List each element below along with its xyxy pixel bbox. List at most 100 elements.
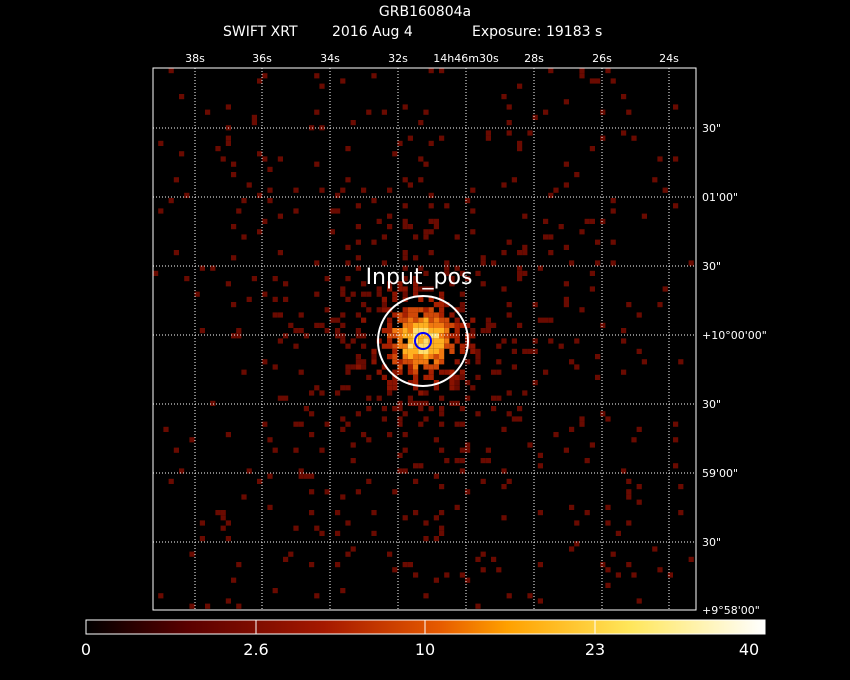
photon-pixel: [444, 338, 450, 344]
photon-pixel: [428, 348, 434, 354]
ra-tick-label: 26s: [592, 52, 612, 65]
photon-pixel: [433, 437, 439, 443]
photon-pixel: [329, 208, 335, 214]
photon-pixel: [205, 109, 211, 115]
photon-pixel: [491, 260, 497, 266]
dec-tick-label: 01'00": [702, 191, 738, 204]
photon-pixel: [397, 343, 403, 349]
photon-pixel: [423, 354, 429, 360]
photon-pixel: [439, 354, 445, 360]
photon-pixel: [371, 510, 377, 516]
colorbar-tick-label: 10: [415, 640, 435, 659]
photon-pixel: [548, 192, 554, 198]
photon-pixel: [454, 307, 460, 313]
photon-pixel: [397, 359, 403, 365]
photon-pixel: [293, 208, 299, 214]
photon-pixel: [662, 187, 668, 193]
photon-pixel: [563, 281, 569, 287]
photon-pixel: [413, 463, 419, 469]
photon-pixel: [449, 343, 455, 349]
photon-pixel: [309, 125, 315, 131]
photon-pixel: [267, 187, 273, 193]
photon-pixel: [423, 317, 429, 323]
photon-pixel: [199, 265, 205, 271]
photon-pixel: [324, 328, 330, 334]
photon-pixel: [283, 333, 289, 339]
photon-pixel: [428, 68, 434, 74]
photon-pixel: [439, 291, 445, 297]
photon-pixel: [381, 234, 387, 240]
photon-pixel: [459, 374, 465, 380]
photon-pixel: [428, 140, 434, 146]
photon-pixel: [423, 109, 429, 115]
photon-pixel: [465, 447, 471, 453]
photon-pixel: [428, 286, 434, 292]
photon-pixel: [173, 250, 179, 256]
photon-pixel: [418, 421, 424, 427]
photon-pixel: [340, 286, 346, 292]
photon-pixel: [371, 239, 377, 245]
photon-pixel: [397, 452, 403, 458]
photon-pixel: [444, 343, 450, 349]
photon-pixel: [220, 515, 226, 521]
photon-pixel: [199, 328, 205, 334]
photon-pixel: [418, 286, 424, 292]
colorbar-tick-label: 0: [81, 640, 91, 659]
photon-pixel: [241, 198, 247, 204]
photon-pixel: [574, 172, 580, 178]
photon-pixel: [423, 234, 429, 240]
photon-pixel: [366, 374, 372, 380]
photon-pixel: [355, 364, 361, 370]
photon-pixel: [376, 218, 382, 224]
photon-pixel: [220, 525, 226, 531]
photon-pixel: [407, 364, 413, 370]
photon-pixel: [319, 530, 325, 536]
photon-pixel: [501, 338, 507, 344]
photon-pixel: [392, 151, 398, 157]
photon-pixel: [345, 343, 351, 349]
photon-pixel: [433, 354, 439, 360]
photon-pixel: [392, 359, 398, 365]
photon-pixel: [480, 328, 486, 334]
photon-pixel: [548, 338, 554, 344]
photon-pixel: [277, 213, 283, 219]
photon-pixel: [407, 348, 413, 354]
photon-pixel: [402, 333, 408, 339]
photon-pixel: [423, 229, 429, 235]
photon-pixel: [366, 395, 372, 401]
photon-pixel: [439, 312, 445, 318]
photon-pixel: [293, 421, 299, 427]
photon-pixel: [454, 333, 460, 339]
photon-pixel: [563, 161, 569, 167]
photon-pixel: [636, 426, 642, 432]
photon-pixel: [605, 416, 611, 422]
photon-pixel: [433, 322, 439, 328]
photon-pixel: [423, 333, 429, 339]
photon-pixel: [444, 322, 450, 328]
photon-pixel: [574, 541, 580, 547]
photon-pixel: [610, 260, 616, 266]
photon-pixel: [449, 322, 455, 328]
photon-pixel: [444, 572, 450, 578]
photon-pixel: [381, 343, 387, 349]
photon-pixel: [189, 551, 195, 557]
photon-pixel: [662, 286, 668, 292]
photon-pixel: [314, 291, 320, 297]
dec-tick-label: 30": [702, 122, 721, 135]
photon-pixel: [558, 343, 564, 349]
photon-pixel: [626, 109, 632, 115]
photon-pixel: [413, 333, 419, 339]
photon-pixel: [439, 307, 445, 313]
photon-pixel: [465, 322, 471, 328]
photon-pixel: [413, 343, 419, 349]
photon-pixel: [262, 73, 268, 79]
photon-pixel: [298, 369, 304, 375]
photon-pixel: [350, 364, 356, 370]
photon-pixel: [517, 250, 523, 256]
photon-pixel: [387, 224, 393, 230]
photon-pixel: [480, 478, 486, 484]
photon-pixel: [641, 359, 647, 365]
photon-pixel: [522, 213, 528, 219]
photon-pixel: [589, 78, 595, 84]
photon-pixel: [423, 359, 429, 365]
